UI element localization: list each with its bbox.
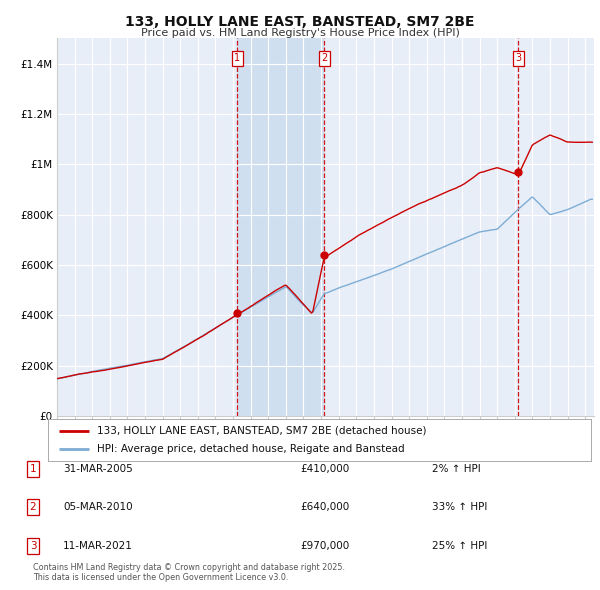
Text: £410,000: £410,000 [300, 464, 349, 474]
Text: 3: 3 [515, 54, 521, 64]
Text: 1: 1 [29, 464, 37, 474]
Bar [238, 38, 324, 416]
Text: 133, HOLLY LANE EAST, BANSTEAD, SM7 2BE: 133, HOLLY LANE EAST, BANSTEAD, SM7 2BE [125, 15, 475, 29]
Text: 1: 1 [235, 54, 241, 64]
Text: £640,000: £640,000 [300, 503, 349, 512]
Text: 2: 2 [29, 503, 37, 512]
Text: 25% ↑ HPI: 25% ↑ HPI [432, 541, 487, 550]
Text: 2% ↑ HPI: 2% ↑ HPI [432, 464, 481, 474]
Text: £970,000: £970,000 [300, 541, 349, 550]
Text: 31-MAR-2005: 31-MAR-2005 [63, 464, 133, 474]
Text: 2: 2 [321, 54, 327, 64]
Text: 33% ↑ HPI: 33% ↑ HPI [432, 503, 487, 512]
Text: 133, HOLLY LANE EAST, BANSTEAD, SM7 2BE (detached house): 133, HOLLY LANE EAST, BANSTEAD, SM7 2BE … [97, 426, 427, 436]
Text: HPI: Average price, detached house, Reigate and Banstead: HPI: Average price, detached house, Reig… [97, 444, 404, 454]
Text: 3: 3 [29, 541, 37, 550]
Text: 11-MAR-2021: 11-MAR-2021 [63, 541, 133, 550]
Text: Price paid vs. HM Land Registry's House Price Index (HPI): Price paid vs. HM Land Registry's House … [140, 28, 460, 38]
Text: 05-MAR-2010: 05-MAR-2010 [63, 503, 133, 512]
Text: Contains HM Land Registry data © Crown copyright and database right 2025.
This d: Contains HM Land Registry data © Crown c… [33, 563, 345, 582]
